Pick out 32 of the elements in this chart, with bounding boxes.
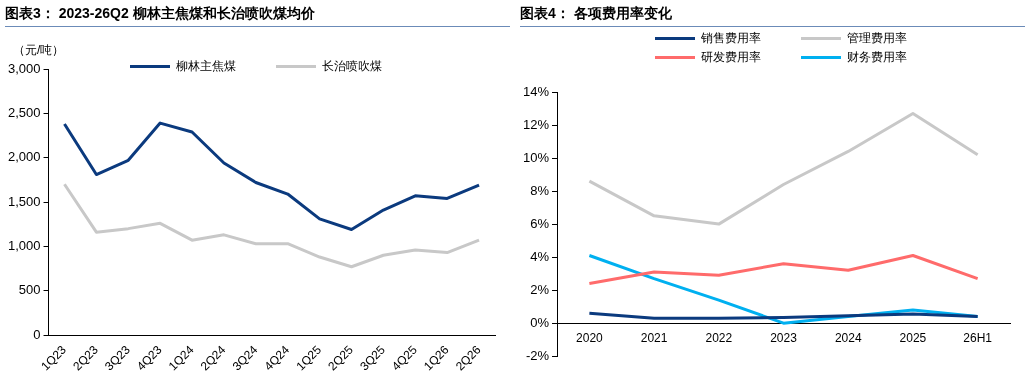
y-tick-label: 1,500	[7, 193, 41, 209]
x-tick-label: 2023	[770, 330, 798, 345]
y-tick-label: 10%	[522, 149, 550, 165]
y-tick-label: 8%	[530, 182, 550, 198]
y-tick-label: 500	[18, 282, 41, 298]
x-tick-label: 2021	[640, 330, 668, 345]
y-tick-label: 12%	[522, 116, 550, 132]
legend-label: 长治喷吹煤	[322, 58, 382, 75]
x-tick-label: 2020	[576, 330, 604, 345]
y-tick-label: 2,000	[7, 149, 41, 165]
y-tick-label: 6%	[530, 215, 550, 231]
x-tick-label: 26H1	[963, 330, 993, 345]
y-tick-label: 2%	[530, 281, 550, 297]
y-tick-label: 0%	[530, 314, 550, 330]
x-tick-label: 2024	[834, 330, 862, 345]
y-tick-label: 3,000	[7, 60, 41, 76]
y-tick-label: 2,500	[7, 104, 41, 120]
y-tick-label: 14%	[522, 83, 550, 99]
chart-title: 图表4： 各项费用率变化	[520, 0, 1025, 27]
y-axis-title: （元/吨）	[13, 42, 65, 59]
y-tick-label: 1,000	[7, 237, 41, 253]
legend-label: 管理费用率	[847, 30, 907, 47]
legend-label: 柳林主焦煤	[176, 58, 236, 75]
legend-label: 研发费用率	[701, 49, 761, 66]
y-tick-label: 0	[33, 326, 41, 342]
x-tick-label: 2022	[705, 330, 733, 345]
chart-title: 图表3： 2023-26Q2 柳林主焦煤和长治喷吹煤均价	[5, 0, 510, 27]
legend-label: 财务费用率	[847, 49, 907, 66]
x-tick-label: 2025	[899, 330, 927, 345]
legend-label: 销售费用率	[701, 30, 761, 47]
y-tick-label: -2%	[525, 347, 550, 363]
y-tick-label: 4%	[530, 248, 550, 264]
